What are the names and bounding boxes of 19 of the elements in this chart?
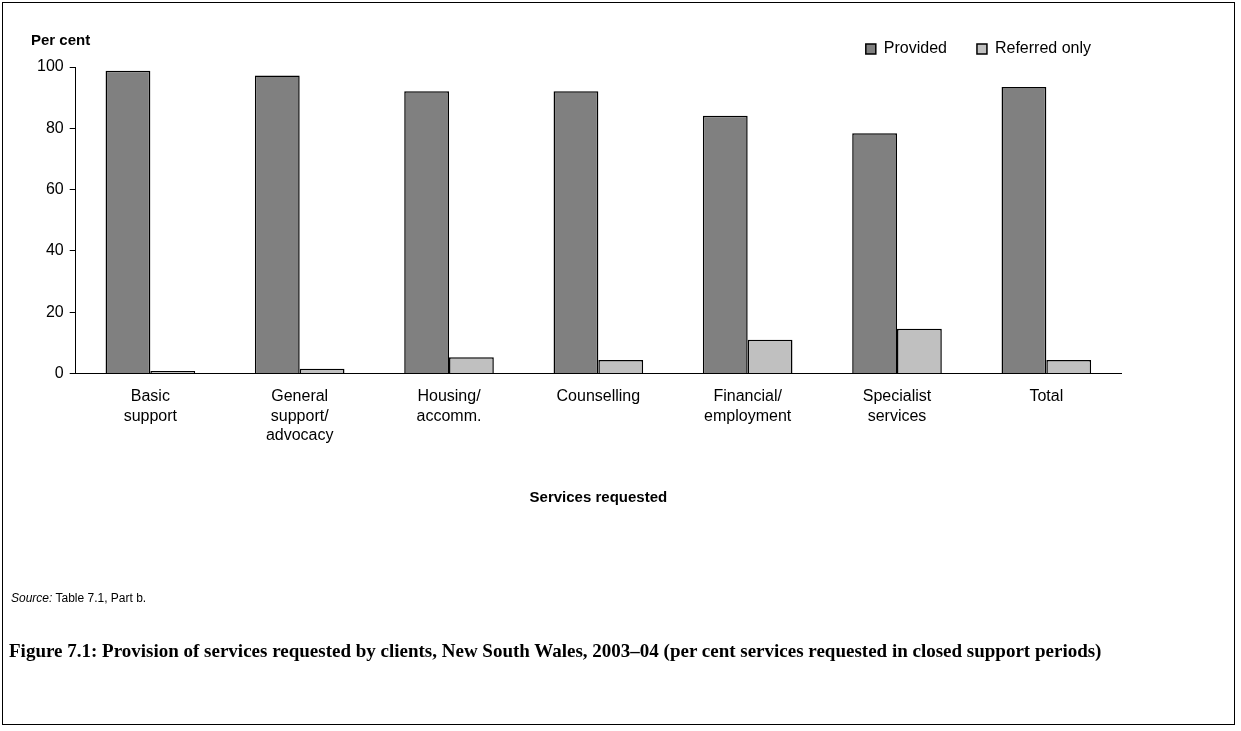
x-tick-label: General support/ advocacy [265,387,334,443]
x-tick-label: Specialist services [862,387,932,424]
y-tick-label: 0 [54,363,64,381]
x-tick-label: Basic support [123,387,178,424]
text: Figure 7.1: Provision of services requested by clients, New South Wales, 2003–04 (per cent services requested in closed support periods) [9,639,1103,663]
y-axis-title: Per cent [31,31,91,49]
x-tick-label: Total [1029,387,1064,405]
source-note: Source: Table 7.1, Part b. [11,591,147,605]
legend-label: Provided [883,39,947,57]
y-tick-label: 60 [45,179,64,197]
y-tick-label: 100 [36,57,64,75]
y-tick-label: 20 [45,302,64,320]
x-axis-title: Services requested [529,488,668,506]
x-tick-label: Counselling [556,387,641,405]
y-tick-label: 40 [45,241,64,259]
x-tick-label: Housing/ accomm. [416,387,482,424]
x-tick-label: Financial/ employment [704,387,792,424]
legend-label: Referred only [994,39,1091,57]
y-tick-label: 80 [45,118,64,136]
